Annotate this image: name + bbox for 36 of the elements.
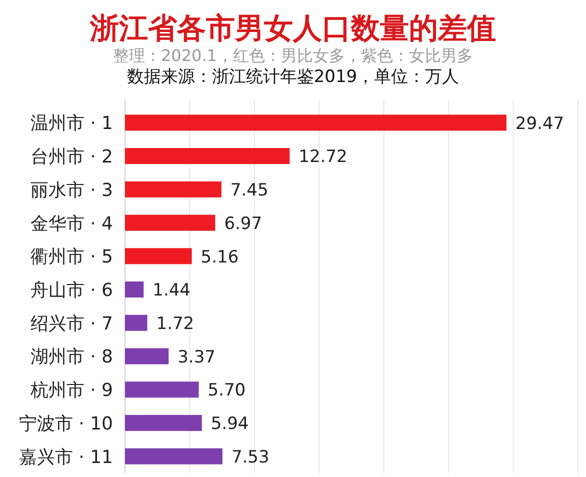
chart-subtitle: 整理：2020.1，红色：男比女多，紫色：女比男多 [113, 46, 473, 65]
chart-title: 浙江省各市男女人口数量的差值 [89, 11, 496, 45]
y-tick-label: 杭州市 · 9 [29, 380, 113, 402]
data-label: 12.72 [298, 147, 348, 168]
data-label: 29.47 [515, 114, 564, 134]
bar [125, 181, 222, 198]
bar [125, 214, 216, 231]
y-tick-label: 温州市 · 1 [30, 113, 113, 134]
y-tick-label: 宁波市 · 10 [18, 413, 113, 434]
bar [125, 414, 202, 431]
y-tick-label: 嘉兴市 · 11 [18, 446, 113, 468]
data-label: 3.37 [178, 347, 216, 368]
bar [125, 348, 169, 364]
data-label: 7.45 [230, 180, 268, 201]
source-note: 数据来源：浙江统计年鉴2019，单位：万人 [126, 67, 460, 87]
bar [125, 448, 222, 464]
data-label: 7.53 [231, 447, 270, 468]
y-tick-label: 丽水市 · 3 [30, 180, 113, 201]
data-label: 5.94 [210, 414, 249, 434]
data-label: 5.70 [208, 380, 246, 401]
bar [125, 382, 199, 398]
data-label: 5.16 [200, 247, 239, 268]
y-tick-label: 舟山市 · 6 [30, 280, 113, 301]
y-tick-label: 金华市 · 4 [30, 213, 113, 234]
data-label: 1.44 [152, 280, 190, 301]
y-tick-label: 台州市 · 2 [30, 146, 113, 168]
bar [125, 248, 192, 264]
data-label: 1.72 [156, 314, 194, 334]
bar [125, 281, 144, 298]
y-tick-label: 衢州市 · 5 [30, 246, 113, 268]
data-label: 6.97 [224, 214, 262, 234]
bar [125, 148, 290, 164]
y-tick-label: 绍兴市 · 7 [30, 313, 113, 334]
bar [125, 314, 148, 331]
bar [125, 114, 506, 131]
y-tick-label: 湖州市 · 8 [30, 346, 113, 368]
